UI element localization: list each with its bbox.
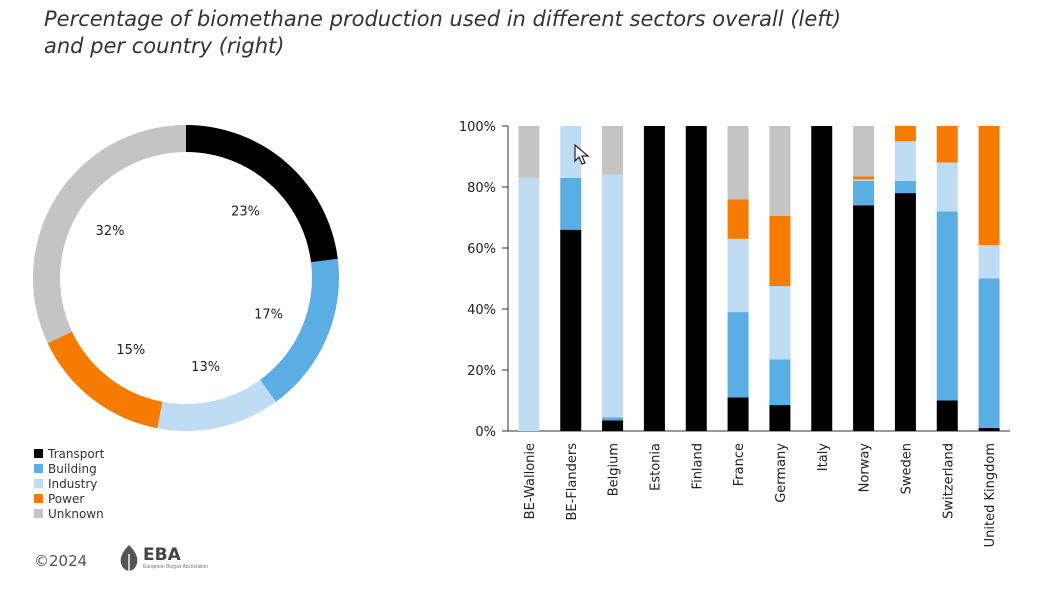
donut-label-industry: 13% — [191, 360, 220, 375]
bar-sweden-power — [894, 126, 916, 142]
bar-united-kingdom-power — [978, 126, 1000, 245]
x-tick-label-france: France — [732, 443, 747, 486]
x-tick-label-switzerland: Switzerland — [941, 443, 956, 519]
legend: Transport Building Industry Power Unknow… — [34, 446, 104, 521]
bar-norway-unknown — [853, 126, 875, 177]
bar-switzerland-transport — [936, 400, 958, 431]
donut-slice-power — [47, 331, 163, 429]
x-tick-label-finland: Finland — [690, 443, 705, 489]
bar-italy-transport — [811, 126, 833, 431]
eba-logo: EBA European Biogas Association — [118, 544, 208, 572]
bar-switzerland-building — [936, 211, 958, 401]
donut-label-unknown: 32% — [96, 224, 125, 239]
bar-norway-power — [853, 176, 875, 180]
x-tick-label-belgium: Belgium — [607, 443, 622, 496]
bar-france-industry — [727, 238, 749, 313]
legend-label-building: Building — [48, 461, 97, 476]
bar-germany-power — [769, 215, 791, 287]
legend-label-industry: Industry — [48, 476, 98, 491]
y-tick-label: 0% — [475, 425, 496, 440]
bar-france-building — [727, 312, 749, 398]
bar-sweden-transport — [894, 193, 916, 431]
donut-slice-industry — [157, 379, 276, 431]
x-tick-label-sweden: Sweden — [899, 443, 914, 494]
bar-belgium-unknown — [602, 126, 624, 175]
bar-france-unknown — [727, 126, 749, 200]
bar-france-transport — [727, 397, 749, 431]
bar-switzerland-industry — [936, 162, 958, 212]
donut-label-building: 17% — [254, 308, 283, 323]
x-tick-label-estonia: Estonia — [648, 443, 663, 491]
bar-estonia-transport — [643, 126, 665, 431]
y-tick-label: 60% — [467, 242, 496, 257]
bar-belgium-transport — [602, 420, 624, 431]
y-tick-label: 40% — [467, 303, 496, 318]
legend-item-industry: Industry — [34, 476, 104, 491]
donut-slice-building — [260, 258, 339, 402]
donut-slice-transport — [186, 125, 338, 263]
bar-norway-transport — [853, 205, 875, 431]
bar-be-wallonie-industry — [518, 177, 540, 431]
copyright-text: ©2024 — [34, 552, 88, 570]
x-tick-label-be-flanders: BE-Flanders — [565, 443, 580, 521]
legend-swatch-transport — [34, 449, 43, 458]
logo-text: EBA — [143, 545, 181, 565]
legend-item-unknown: Unknown — [34, 506, 104, 521]
bar-united-kingdom-industry — [978, 244, 1000, 279]
y-tick-label: 100% — [459, 120, 496, 135]
bar-finland-transport — [685, 126, 707, 431]
legend-item-building: Building — [34, 461, 104, 476]
bar-germany-unknown — [769, 126, 791, 216]
legend-item-transport: Transport — [34, 446, 104, 461]
legend-swatch-industry — [34, 479, 43, 488]
y-tick-label: 20% — [467, 364, 496, 379]
bar-be-flanders-industry — [560, 126, 582, 178]
bar-be-wallonie-unknown — [518, 126, 540, 178]
legend-label-transport: Transport — [48, 446, 105, 461]
legend-swatch-building — [34, 464, 43, 473]
stacked-bar-chart: 0% 20% 40% 60% 80% 100% BE-Wallonie BE-Flanders… — [459, 120, 1010, 547]
bar-belgium-building — [602, 417, 624, 421]
bar-france-power — [727, 199, 749, 239]
bar-germany-building — [769, 359, 791, 406]
title-line-2: and per country (right) — [44, 34, 285, 58]
footer: ©2024 — [34, 552, 87, 570]
bar-switzerland-power — [936, 126, 958, 163]
bar-norway-industry — [853, 179, 875, 181]
bar-united-kingdom-building — [978, 278, 1000, 428]
legend-swatch-unknown — [34, 509, 43, 518]
donut-chart: 23% 17% 13% 15% 32% — [32, 125, 339, 431]
donut-label-power: 15% — [116, 343, 145, 358]
bar-united-kingdom-transport — [978, 427, 1000, 431]
bar-belgium-industry — [602, 174, 624, 418]
legend-label-power: Power — [48, 491, 85, 506]
title-line-1: Percentage of biomethane production used… — [44, 7, 842, 31]
logo-subtext: European Biogas Association — [143, 564, 209, 570]
donut-slice-unknown — [32, 125, 187, 344]
bar-be-flanders-transport — [560, 229, 582, 431]
donut-label-transport: 23% — [231, 204, 260, 219]
x-tick-label-germany: Germany — [774, 443, 789, 503]
bar-norway-building — [853, 180, 875, 206]
bar-sweden-building — [894, 180, 916, 194]
x-tick-label-italy: Italy — [816, 443, 831, 472]
logo-text-block: EBA European Biogas Association — [140, 546, 208, 570]
leaf-icon — [120, 545, 138, 571]
x-tick-label-norway: Norway — [858, 443, 873, 493]
legend-swatch-power — [34, 494, 43, 503]
bar-germany-transport — [769, 405, 791, 431]
x-tick-label-be-wallonie: BE-Wallonie — [523, 443, 538, 519]
bar-sweden-industry — [894, 141, 916, 181]
bar-germany-industry — [769, 286, 791, 360]
chart-title: Percentage of biomethane production used… — [44, 6, 944, 60]
mouse-cursor-icon — [574, 144, 590, 165]
x-tick-label-united-kingdom: United Kingdom — [983, 443, 998, 547]
legend-item-power: Power — [34, 491, 104, 506]
y-tick-label: 80% — [467, 181, 496, 196]
legend-label-unknown: Unknown — [48, 506, 104, 521]
bar-be-flanders-building — [560, 177, 582, 230]
